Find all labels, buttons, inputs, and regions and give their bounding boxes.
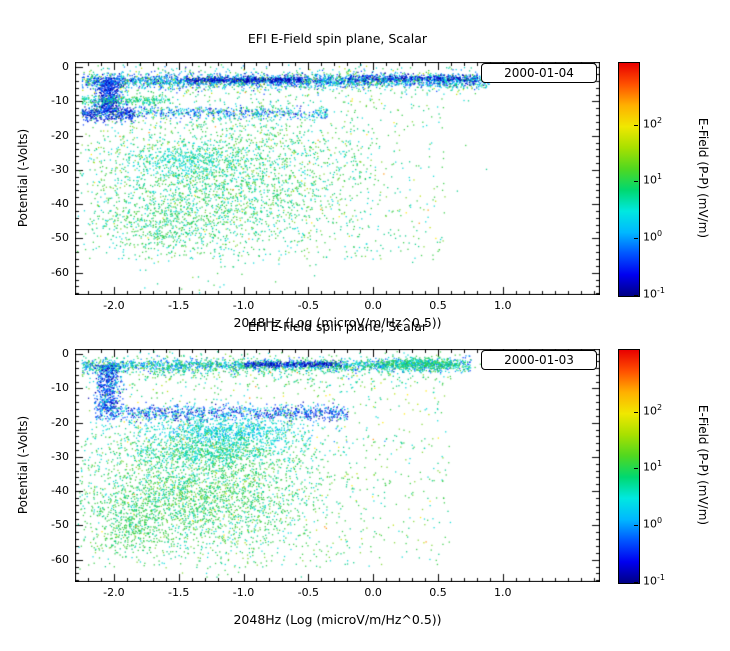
colorbar-tick-mark (634, 295, 638, 296)
y-tick-label: -20 (51, 128, 69, 142)
y-tick-label: -20 (51, 415, 69, 429)
scatter-plot-canvas-top (75, 62, 600, 295)
colorbar-label-top: E-Field (P-P) (mV/m) (696, 117, 710, 239)
chart-title-bottom: EFI E-Field spin plane, Scalar (247, 319, 428, 334)
colorbar-tick-label: 101 (643, 172, 663, 187)
y-tick-label: -10 (51, 381, 69, 395)
x-tick-label: -0.5 (297, 586, 320, 599)
x-axis-label-top: 2048Hz (Log (microV/m/Hz^0.5)) (233, 315, 442, 330)
x-tick-label: -1.0 (232, 586, 255, 599)
y-tick-label: -40 (51, 197, 69, 211)
y-tick-label: -30 (51, 449, 69, 463)
colorbar-tick-label: 100 (643, 229, 663, 244)
colorbar-tick-label: 100 (643, 516, 663, 531)
colorbar-bottom (618, 349, 640, 584)
legend-box-bottom: 2000-01-03 (481, 350, 597, 370)
chart-title-top: EFI E-Field spin plane, Scalar (247, 31, 428, 46)
x-tick-label: -0.5 (297, 299, 320, 312)
y-tick-label: -10 (51, 94, 69, 108)
colorbar-label-bottom: E-Field (P-P) (mV/m) (696, 404, 710, 526)
legend-box-top: 2000-01-04 (481, 63, 597, 83)
colorbar-top (618, 62, 640, 297)
x-tick-label: 0.0 (364, 586, 382, 599)
legend-date-top: 2000-01-04 (504, 66, 574, 80)
colorbar-tick-label: 10-1 (643, 286, 665, 301)
legend-date-bottom: 2000-01-03 (504, 353, 574, 367)
colorbar-tick-label: 102 (643, 402, 663, 418)
x-tick-label: -1.5 (167, 586, 190, 599)
x-tick-label: 1.0 (494, 586, 512, 599)
colorbar-tick-label: 102 (643, 115, 663, 131)
x-tick-label: 0.5 (429, 586, 447, 599)
y-tick-label: -30 (51, 162, 69, 176)
scatter-plot-canvas-bottom (75, 349, 600, 582)
y-tick-label: 0 (62, 60, 69, 74)
y-tick-label: -40 (51, 484, 69, 498)
colorbar-tick-label: 101 (643, 459, 663, 474)
colorbar-tick-mark (634, 238, 638, 239)
colorbar-tick-mark (634, 412, 638, 413)
y-tick-label: -60 (51, 552, 69, 566)
x-tick-label: 1.0 (494, 299, 512, 312)
y-tick-label: -50 (51, 231, 69, 245)
x-tick-label: -1.0 (232, 299, 255, 312)
x-tick-label: 0.5 (429, 299, 447, 312)
colorbar-tick-label: 10-1 (643, 573, 665, 588)
x-tick-label: -2.0 (103, 299, 125, 312)
y-tick-label: 0 (62, 347, 69, 361)
colorbar-tick-mark (634, 582, 638, 583)
colorbar-tick-mark (634, 125, 638, 126)
x-tick-label: 0.0 (364, 299, 382, 312)
y-tick-label: -50 (51, 518, 69, 532)
colorbar-tick-mark (634, 468, 638, 469)
x-axis-label-bottom: 2048Hz (Log (microV/m/Hz^0.5)) (233, 612, 442, 627)
x-tick-label: -1.5 (167, 299, 190, 312)
colorbar-tick-mark (634, 181, 638, 182)
y-axis-label-bottom: Potential (-Volts) (16, 415, 30, 515)
y-tick-label: -60 (51, 265, 69, 279)
colorbar-tick-mark (634, 525, 638, 526)
x-tick-label: -2.0 (103, 586, 125, 599)
y-axis-label-top: Potential (-Volts) (16, 128, 30, 228)
